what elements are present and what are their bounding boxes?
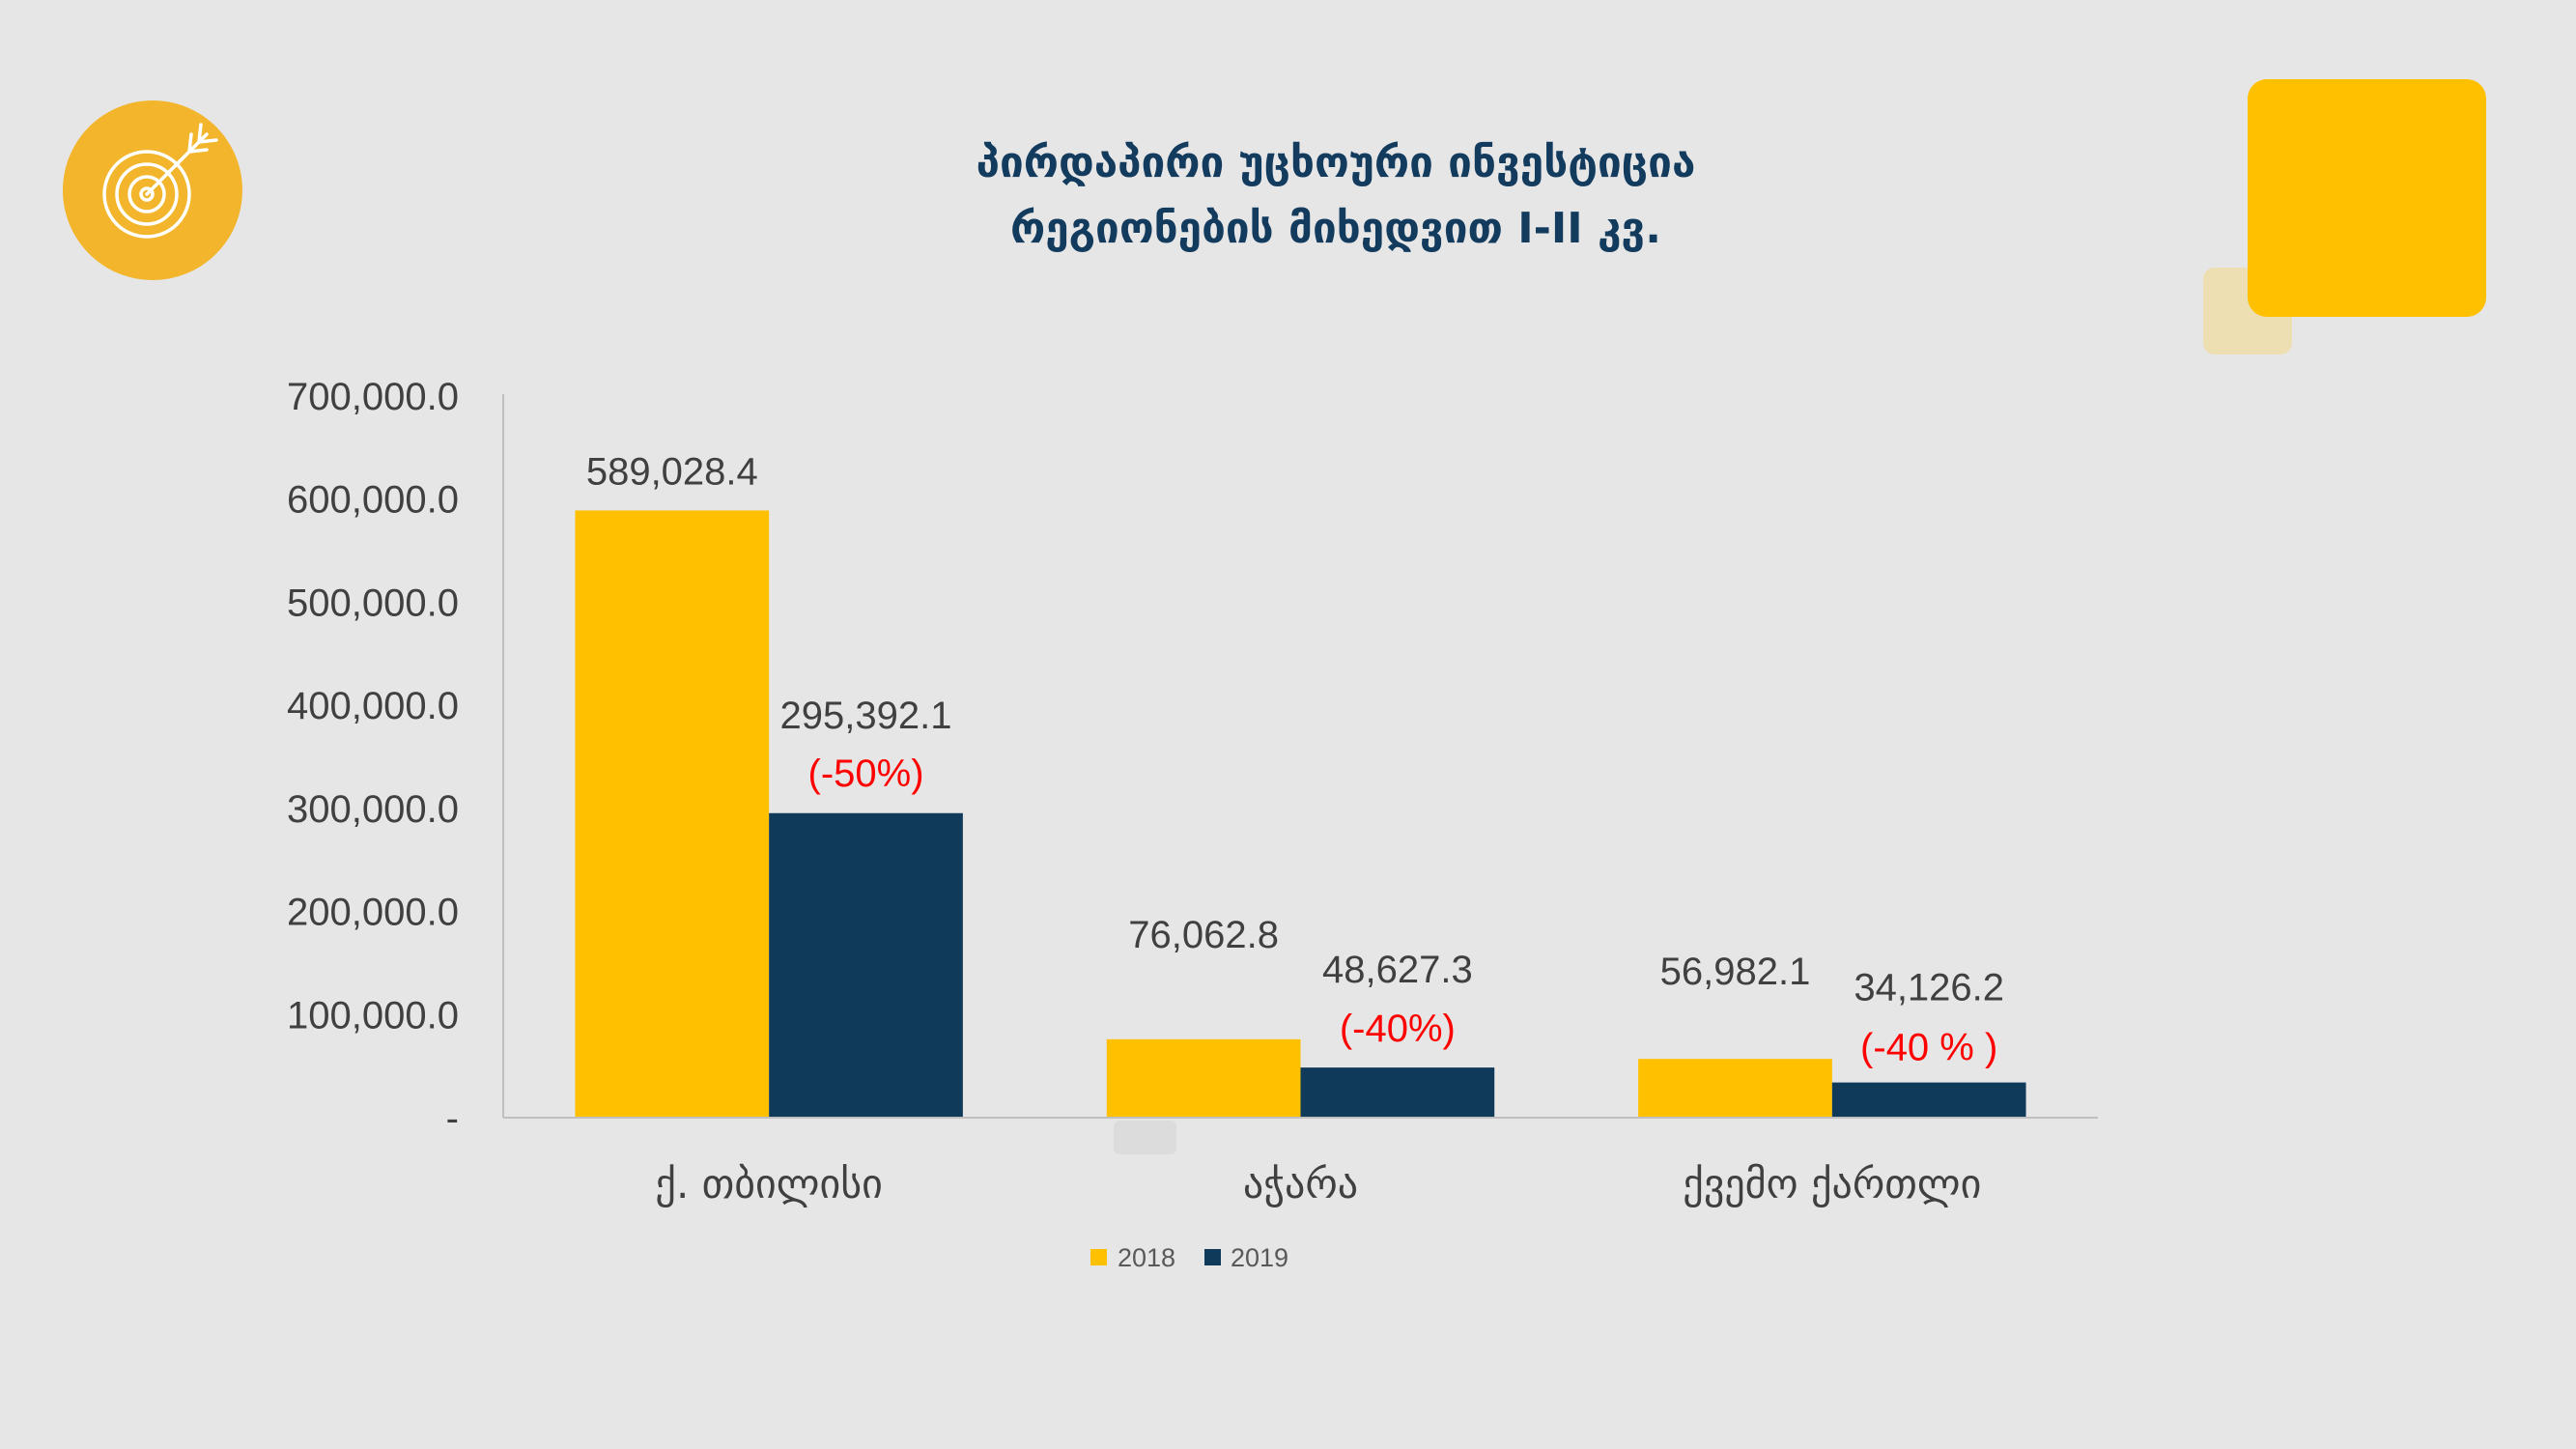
decor-square-yellow [2248, 79, 2486, 317]
data-label: 56,982.1 [1660, 951, 1811, 993]
bar-chart: - 100,000.0 200,000.0 300,000.0 400,000.0 500… [287, 376, 2098, 1272]
y-tick-label: 100,000.0 [287, 994, 459, 1037]
legend-label-2019: 2019 [1231, 1243, 1288, 1272]
x-axis-category-labels: ქ. თბილისი აჭარა ქვემო ქართლი [655, 1160, 1981, 1208]
y-tick-label: 500,000.0 [287, 582, 459, 624]
bar-2018-2 [1638, 1059, 1832, 1118]
y-tick-label: 200,000.0 [287, 892, 459, 934]
data-label: 34,126.2 [1854, 967, 2004, 1009]
legend-swatch-2018 [1090, 1249, 1107, 1265]
y-axis-tick-labels: - 100,000.0 200,000.0 300,000.0 400,000.0 500… [287, 376, 459, 1140]
bar-2018-0 [575, 510, 770, 1118]
legend-label-2018: 2018 [1118, 1243, 1175, 1272]
decor-gray-rect [1114, 1121, 1176, 1154]
data-label: 48,627.3 [1322, 949, 1473, 991]
title-line-1: პირდაპირი უცხოური ინვესტიცია [977, 138, 1696, 187]
page-title: პირდაპირი უცხოური ინვესტიცია რეგიონების … [977, 138, 1696, 253]
change-label: (-40 % ) [1860, 1027, 1997, 1069]
target-arrow-icon [102, 123, 218, 239]
header-badge [63, 100, 242, 280]
data-label: 589,028.4 [586, 450, 758, 493]
y-tick-label: - [446, 1097, 459, 1140]
category-label: ქ. თბილისი [655, 1160, 882, 1208]
data-label: 295,392.1 [780, 695, 952, 737]
bar-2018-1 [1106, 1038, 1301, 1118]
category-label: ქვემო ქართლი [1683, 1160, 1981, 1208]
bar-2019-0 [769, 812, 963, 1118]
y-tick-label: 700,000.0 [287, 376, 459, 418]
y-tick-label: 300,000.0 [287, 788, 459, 831]
data-labels: 589,028.4 76,062.8 56,982.1 295,392.1 (-50%)… [586, 450, 2004, 1068]
change-label: (-40%) [1340, 1008, 1456, 1050]
bars [575, 510, 2026, 1118]
bar-2019-1 [1300, 1067, 1495, 1118]
title-line-2: რეგიონების მიხედვით I-II კვ. [1010, 204, 1661, 253]
bar-2019-2 [1831, 1082, 2026, 1118]
y-tick-label: 600,000.0 [287, 479, 459, 522]
change-label: (-50%) [808, 753, 924, 795]
category-label: აჭარა [1243, 1160, 1358, 1208]
y-tick-label: 400,000.0 [287, 685, 459, 727]
legend-swatch-2019 [1204, 1249, 1221, 1265]
data-label: 76,062.8 [1128, 914, 1279, 956]
legend: 2018 2019 [1090, 1243, 1288, 1272]
